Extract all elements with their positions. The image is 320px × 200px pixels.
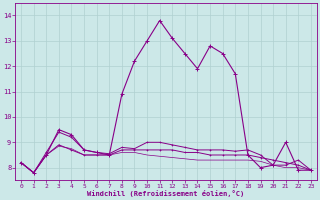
- X-axis label: Windchill (Refroidissement éolien,°C): Windchill (Refroidissement éolien,°C): [87, 190, 244, 197]
